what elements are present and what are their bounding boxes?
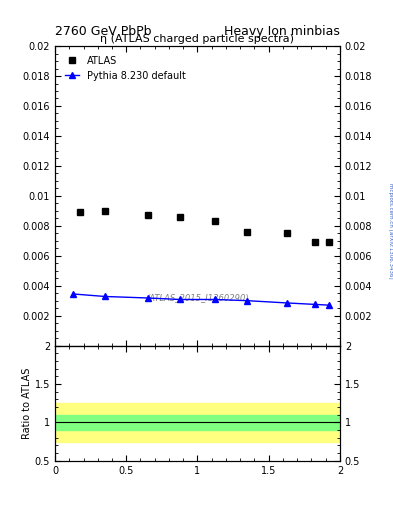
- Y-axis label: Ratio to ATLAS: Ratio to ATLAS: [22, 368, 32, 439]
- Pythia 8.230 default: [284, 300, 289, 306]
- Pythia 8.230 default: [70, 291, 75, 297]
- Bar: [55, 415, 340, 430]
- Pythia 8.230 default: [327, 302, 332, 308]
- ATLAS: [103, 208, 107, 214]
- Pythia 8.230 default: [245, 297, 250, 304]
- ATLAS: [213, 218, 218, 224]
- ATLAS: [77, 209, 82, 216]
- Bar: [55, 403, 340, 441]
- ATLAS: [177, 214, 182, 220]
- ATLAS: [327, 239, 332, 245]
- Text: Heavy Ion minbias: Heavy Ion minbias: [224, 26, 340, 38]
- ATLAS: [313, 239, 318, 245]
- ATLAS: [245, 229, 250, 235]
- Pythia 8.230 default: [313, 302, 318, 308]
- Pythia 8.230 default: [145, 295, 150, 301]
- ATLAS: [145, 212, 150, 219]
- Text: 2760 GeV PbPb: 2760 GeV PbPb: [55, 26, 152, 38]
- Line: ATLAS: ATLAS: [77, 208, 332, 245]
- Pythia 8.230 default: [103, 293, 107, 300]
- Line: Pythia 8.230 default: Pythia 8.230 default: [70, 291, 332, 308]
- Title: η (ATLAS charged particle spectra): η (ATLAS charged particle spectra): [101, 34, 294, 44]
- Pythia 8.230 default: [213, 296, 218, 303]
- Pythia 8.230 default: [177, 296, 182, 303]
- Text: mcplots.cern.ch [arXiv:1306.3436]: mcplots.cern.ch [arXiv:1306.3436]: [388, 183, 393, 278]
- ATLAS: [284, 230, 289, 237]
- Legend: ATLAS, Pythia 8.230 default: ATLAS, Pythia 8.230 default: [61, 52, 190, 84]
- Text: (ATLAS_2015_I1360290): (ATLAS_2015_I1360290): [146, 293, 249, 302]
